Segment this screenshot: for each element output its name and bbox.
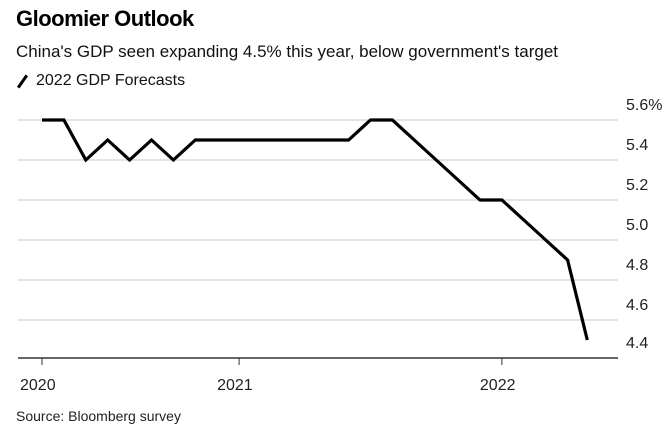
source-note: Source: Bloomberg survey xyxy=(16,408,181,424)
y-tick-label: 5.4 xyxy=(626,137,648,154)
x-tick-label: 2022 xyxy=(480,377,516,394)
gridlines xyxy=(18,119,618,321)
y-tick-label: 5.0 xyxy=(626,217,648,234)
chart-title: Gloomier Outlook xyxy=(16,6,194,31)
legend-label: 2022 GDP Forecasts xyxy=(36,72,186,89)
chart-subtitle: China's GDP seen expanding 4.5% this yea… xyxy=(16,42,558,61)
y-tick-label: 4.4 xyxy=(626,335,648,352)
y-tick-label: 5.2 xyxy=(626,177,648,194)
legend: 2022 GDP Forecasts xyxy=(16,72,185,90)
x-tick-label: 2020 xyxy=(20,377,56,394)
series-line xyxy=(42,118,589,341)
y-tick-label: 4.8 xyxy=(626,257,648,274)
y-axis-ticks: 5.6% 5.4 5.2 5.0 4.8 4.6 4.4 xyxy=(626,97,662,352)
y-tick-label: 5.6% xyxy=(626,97,662,114)
y-tick-label: 4.6 xyxy=(626,297,648,314)
x-axis-ticks: 2020 2021 2022 xyxy=(20,358,516,394)
x-tick-label: 2021 xyxy=(217,377,253,394)
series xyxy=(42,118,589,341)
